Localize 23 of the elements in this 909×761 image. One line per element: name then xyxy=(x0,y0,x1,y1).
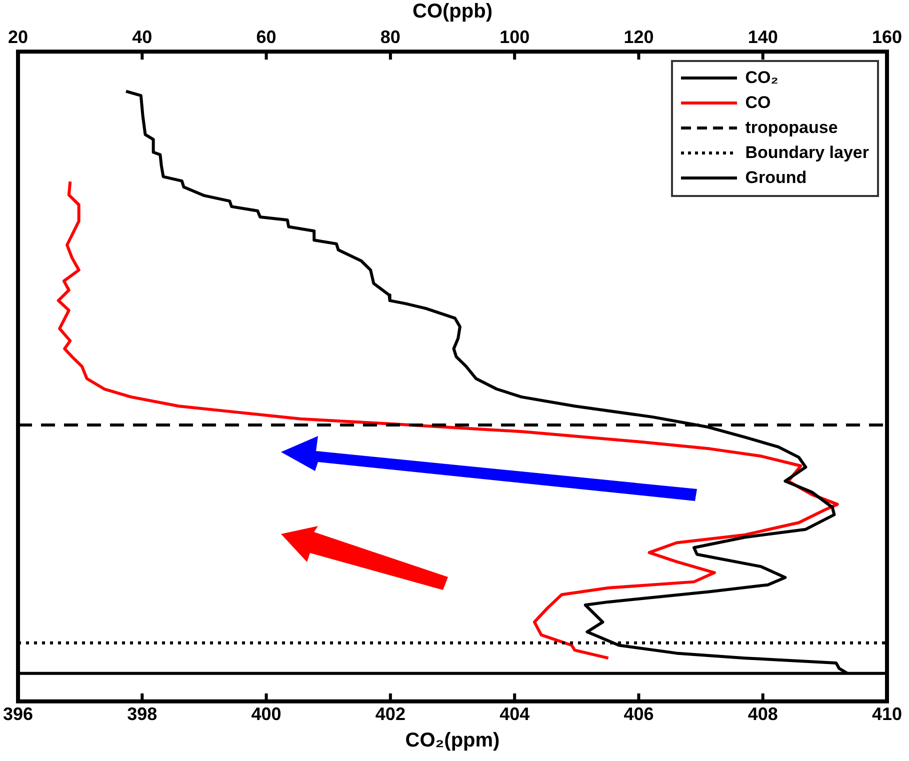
x-tick-label: 400 xyxy=(251,704,282,724)
x-tick-label: 406 xyxy=(624,704,654,724)
legend-label: CO₂ xyxy=(745,68,778,88)
x2-tick-label: 100 xyxy=(500,26,530,47)
x-tick-label: 408 xyxy=(748,704,778,724)
legend-label: Ground xyxy=(745,168,807,188)
x2-tick-label: 20 xyxy=(8,26,28,47)
x2-tick-label: 140 xyxy=(748,26,778,47)
x-tick-label: 410 xyxy=(872,704,902,724)
x2-axis-title: CO(ppb) xyxy=(412,0,492,23)
x-tick-label: 402 xyxy=(375,704,406,724)
legend-label: Boundary layer xyxy=(745,143,869,164)
legend-label: tropopause xyxy=(745,118,838,138)
x2-tick-label: 120 xyxy=(624,26,654,47)
x2-tick-label: 160 xyxy=(872,26,902,47)
x2-tick-label: 40 xyxy=(132,26,152,47)
x-tick-label: 398 xyxy=(127,704,158,724)
legend-label: CO xyxy=(745,93,771,114)
x2-tick-label: 60 xyxy=(256,26,276,47)
x-tick-label: 404 xyxy=(500,704,530,724)
x-tick-label: 396 xyxy=(2,704,34,724)
x-axis-title: CO₂(ppm) xyxy=(405,730,500,752)
x2-tick-label: 80 xyxy=(380,26,400,47)
